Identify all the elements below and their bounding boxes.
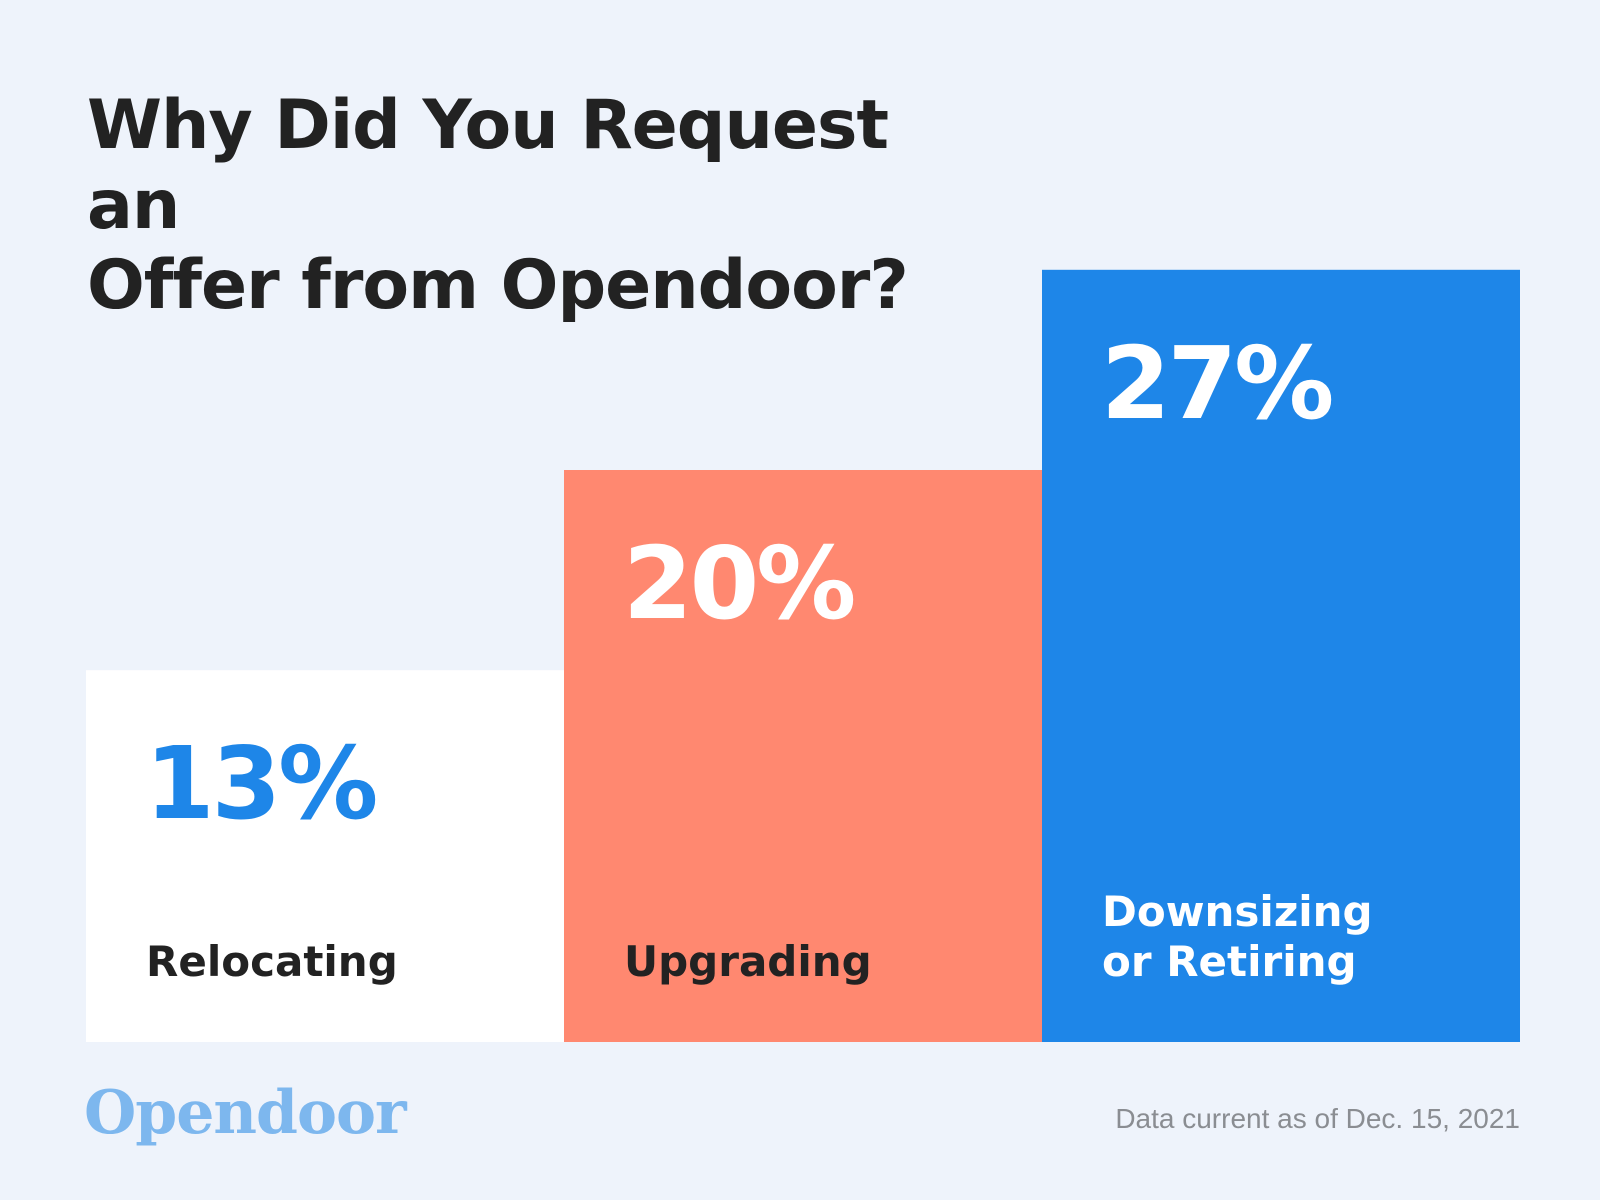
category-label-relocating: Relocating [146,937,398,986]
bar-upgrading [564,470,1042,1042]
value-label-downsizing-or-retiring: 27% [1101,325,1332,442]
category-label-downsizing-or-retiring-line-2: or Retiring [1102,937,1357,986]
bar-downsizing-or-retiring [1042,269,1520,1042]
value-label-relocating: 13% [145,725,376,842]
category-label-upgrading: Upgrading [624,937,872,986]
chart-title-line-1: Why Did You Request an [87,86,889,245]
chart-title-line-2: Offer from Opendoor? [87,246,909,325]
value-label-upgrading: 20% [623,525,854,642]
category-label-downsizing-or-retiring-line-1: Downsizing [1102,887,1373,936]
bar-relocating [86,670,564,1042]
opendoor-logo: Opendoor [84,1078,407,1148]
chart-title: Why Did You Request an Offer from Opendo… [87,86,987,326]
data-date-footnote: Data current as of Dec. 15, 2021 [1115,1103,1520,1134]
